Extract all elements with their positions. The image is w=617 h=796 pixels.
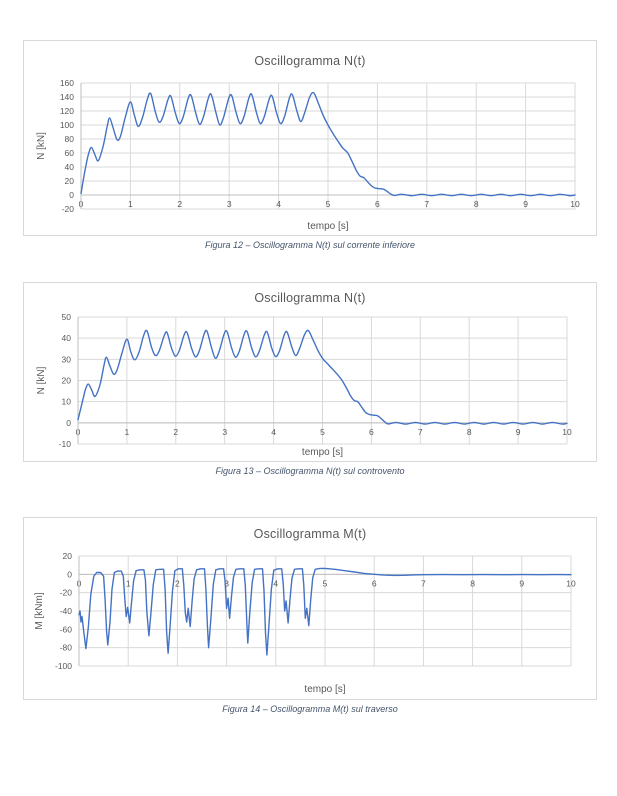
y-tick-label: -60	[60, 624, 73, 634]
chart-panel-figura-13: Oscillogramma N(t) 50403020100-100123456…	[23, 282, 597, 462]
chart-plot-area: 160140120100806040200-20012345678910temp…	[36, 78, 580, 232]
y-tick-label: 80	[65, 134, 75, 144]
x-axis-title: tempo [s]	[307, 221, 348, 232]
x-tick-label: 5	[320, 427, 325, 437]
y-tick-label: -20	[60, 588, 73, 598]
y-tick-label: 10	[62, 397, 72, 407]
x-tick-label: 1	[128, 199, 133, 209]
x-axis-title: tempo [s]	[304, 684, 345, 695]
y-tick-label: -10	[59, 439, 72, 449]
chart-plot-area: 200-20-40-60-80-100012345678910tempo [s]…	[34, 551, 576, 695]
y-tick-label: 0	[69, 190, 74, 200]
chart-panel-figura-12: Oscillogramma N(t) 160 140 120 100 80 60 40 20 0…	[23, 40, 597, 236]
x-tick-label: 10	[570, 199, 580, 209]
x-tick-label: 9	[516, 427, 521, 437]
x-tick-label: 7	[421, 578, 426, 588]
x-tick-label: 4	[271, 427, 276, 437]
series-line	[77, 329, 568, 425]
figure-14-block: Oscillogramma M(t) 200-20-40-60-80-10001…	[23, 517, 597, 714]
y-tick-label: 40	[65, 162, 75, 172]
figure-13-block: Oscillogramma N(t) 50403020100-100123456…	[23, 282, 597, 476]
x-tick-label: 1	[125, 427, 130, 437]
x-tick-label: 4	[273, 578, 278, 588]
figure-caption: Figura 14 – Oscillogramma M(t) sul trave…	[222, 704, 398, 714]
y-tick-label: -40	[60, 606, 73, 616]
x-tick-label: 2	[175, 578, 180, 588]
y-tick-label: -80	[60, 643, 73, 653]
x-tick-label: 9	[519, 578, 524, 588]
y-tick-label: 50	[62, 312, 72, 322]
y-tick-label: 30	[62, 354, 72, 364]
y-tick-label: 0	[66, 418, 71, 428]
y-tick-label: 140	[60, 92, 74, 102]
x-tick-label: 6	[372, 578, 377, 588]
x-tick-label: 5	[326, 199, 331, 209]
y-tick-label: 60	[65, 148, 75, 158]
y-tick-label: -100	[55, 661, 72, 671]
x-tick-label: 10	[566, 578, 576, 588]
x-axis-title: tempo [s]	[302, 447, 343, 458]
figure-caption: Figura 12 – Oscillogramma N(t) sul corre…	[204, 240, 416, 250]
chart-panel-figura-14: Oscillogramma M(t) 200-20-40-60-80-10001…	[23, 517, 597, 700]
x-tick-label: 4	[276, 199, 281, 209]
x-tick-label: 3	[224, 578, 229, 588]
x-tick-label: 7	[424, 199, 429, 209]
x-tick-label: 8	[474, 199, 479, 209]
x-tick-label: 5	[323, 578, 328, 588]
y-tick-label: 20	[65, 176, 75, 186]
y-tick-label: -20	[62, 204, 75, 214]
y-axis-title: M [kNm]	[34, 592, 45, 629]
y-tick-label: 100	[60, 120, 74, 130]
y-tick-label: 0	[67, 569, 72, 579]
chart-title: Oscillogramma N(t)	[254, 54, 366, 68]
x-tick-label: 3	[227, 199, 232, 209]
x-tick-label: 6	[369, 427, 374, 437]
y-tick-label: 120	[60, 106, 74, 116]
y-axis-title: N [kN]	[36, 366, 47, 394]
x-tick-label: 7	[418, 427, 423, 437]
x-tick-label: 6	[375, 199, 380, 209]
figure-12-block: Oscillogramma N(t) 160 140 120 100 80 60 40 20 0…	[23, 40, 597, 250]
series-line	[78, 567, 572, 656]
x-tick-label: 2	[173, 427, 178, 437]
x-tick-label: 2	[177, 199, 182, 209]
y-tick-label: 160	[60, 78, 74, 88]
y-tick-label: 20	[63, 551, 73, 561]
chart-title: Oscillogramma N(t)	[254, 291, 366, 305]
x-tick-label: 8	[467, 427, 472, 437]
figure-caption: Figura 13 – Oscillogramma N(t) sul contr…	[215, 466, 405, 476]
y-axis-title: N [kN]	[36, 132, 47, 160]
x-tick-label: 9	[523, 199, 528, 209]
x-tick-label: 10	[562, 427, 572, 437]
series-line	[80, 91, 576, 197]
x-tick-label: 1	[126, 578, 131, 588]
x-tick-label: 8	[470, 578, 475, 588]
y-tick-label: 20	[62, 376, 72, 386]
x-tick-label: 3	[222, 427, 227, 437]
y-tick-label: 40	[62, 333, 72, 343]
chart-title: Oscillogramma M(t)	[253, 527, 367, 541]
